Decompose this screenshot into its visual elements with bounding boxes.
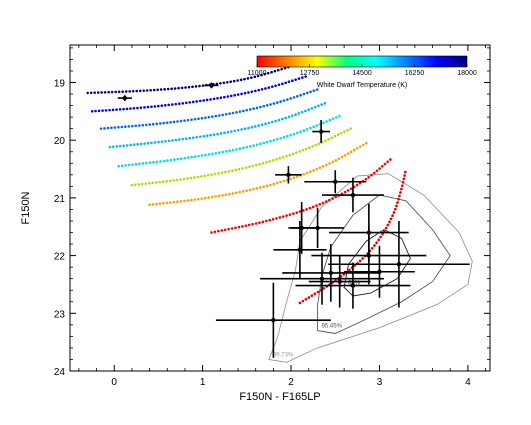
data-point-14 (344, 245, 415, 298)
contour-2 (343, 229, 411, 297)
contour-0 (268, 173, 473, 363)
data-marker (271, 318, 276, 323)
data-point-layer (117, 82, 470, 358)
data-marker (366, 253, 372, 258)
contour-label-1: 95.45% (322, 324, 343, 330)
cooling-track-8 (298, 167, 408, 305)
data-marker (286, 172, 291, 178)
data-point-15 (295, 262, 411, 309)
contour-label-2: 68% (348, 280, 361, 286)
x-tick-label: 0 (111, 377, 117, 388)
cooling-track-0 (86, 65, 293, 95)
data-point-3 (275, 166, 302, 184)
cooling-track-5 (130, 126, 355, 187)
data-point-10 (311, 226, 427, 285)
y-tick-label: 21 (54, 194, 66, 205)
data-marker (315, 225, 320, 231)
x-tick-label: 3 (377, 377, 383, 388)
y-tick-label: 20 (54, 136, 66, 147)
cooling-track-6 (148, 141, 368, 207)
data-point-0 (117, 95, 132, 101)
contour-layer: 99.73% 95.45% 68% (268, 173, 473, 363)
y-tick-label: 23 (54, 309, 66, 320)
data-marker (350, 283, 356, 288)
data-point-4 (304, 170, 367, 194)
y-tick-label: 19 (54, 79, 66, 90)
data-marker (209, 83, 214, 88)
cooling-track-3 (108, 101, 328, 149)
cooling-track-2 (99, 88, 319, 130)
x-tick-label: 2 (288, 377, 294, 388)
colorbar-tick-label: 16250 (405, 70, 425, 77)
data-point-13 (328, 220, 470, 308)
data-point-7 (291, 207, 345, 249)
data-marker (377, 269, 382, 274)
data-point-2 (312, 120, 330, 144)
y-axis-label: F150N (20, 191, 32, 224)
cooling-track-4 (117, 114, 341, 168)
colorbar: White Dwarf Temperature (K) 11000 12750 14… (248, 55, 477, 89)
y-tick-label: 24 (54, 367, 66, 378)
data-point-16 (260, 252, 384, 305)
data-point-11 (282, 244, 380, 302)
data-marker (122, 95, 128, 101)
plot-frame (69, 44, 491, 372)
data-point-8 (273, 220, 327, 279)
colorbar-tick-label: 14500 (352, 70, 372, 77)
data-point-5 (322, 177, 384, 213)
cooling-track-1 (90, 74, 311, 113)
x-axis-label: F150N - F165LP (239, 391, 320, 403)
x-tick-label: 4 (465, 377, 471, 388)
contour-label-0: 99.73% (273, 352, 294, 358)
data-marker (350, 192, 356, 198)
data-marker (297, 247, 303, 253)
data-marker (318, 129, 324, 134)
cooling-track-7 (210, 156, 395, 234)
contour-1 (317, 194, 451, 334)
data-point-17 (215, 282, 331, 358)
data-marker (328, 270, 334, 276)
x-tick-label: 1 (200, 377, 206, 388)
colorbar-label: White Dwarf Temperature (K) (317, 82, 408, 89)
cooling-track-layer (86, 65, 408, 305)
data-marker (319, 276, 325, 281)
data-marker (396, 262, 402, 267)
data-marker (333, 179, 338, 184)
colorbar-tick-label: 11000 (248, 70, 267, 77)
colorbar-tick-label: 12750 (300, 70, 320, 77)
colorbar-tick-label: 18000 (457, 70, 477, 77)
data-point-1 (204, 82, 219, 89)
data-marker (337, 279, 342, 284)
y-tick-label: 22 (54, 252, 66, 263)
